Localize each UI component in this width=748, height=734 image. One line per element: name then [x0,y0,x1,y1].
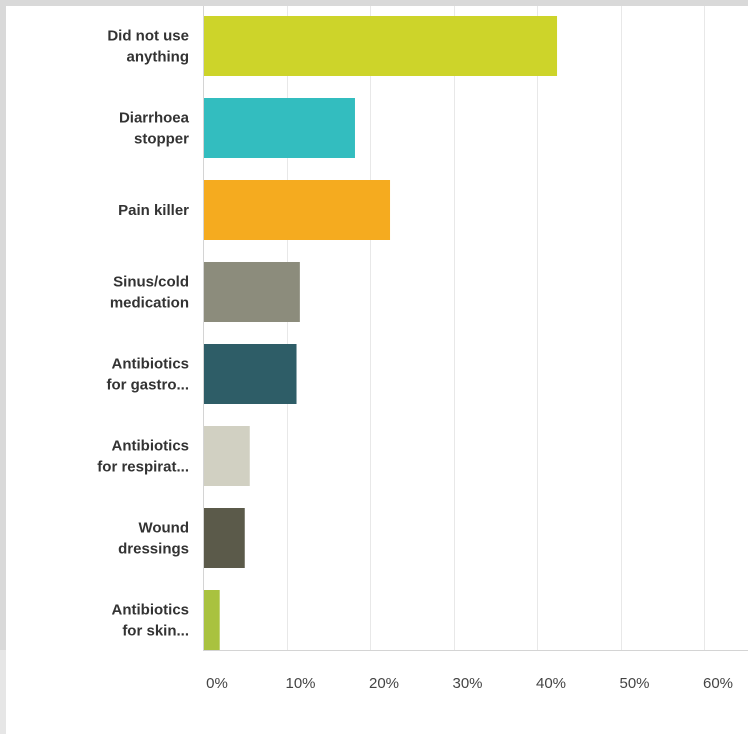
tick-label: 60% [703,675,733,692]
category-label: Sinus/cold [113,274,189,291]
category-label: Wound [138,520,189,537]
category-labels: Did not use anything Diarrhoea stopper Pain … [97,28,189,640]
category-label: stopper [134,131,189,148]
category-label: medication [110,295,189,312]
tick-label: 10% [285,675,315,692]
bar[interactable] [204,344,297,404]
category-label: Diarrhoea [119,110,190,127]
category-label: Antibiotics [112,602,190,619]
category-label: for gastro... [106,377,189,394]
category-label: Antibiotics [112,356,190,373]
tick-label: 20% [369,675,399,692]
bar[interactable] [204,98,355,158]
tick-label: 40% [536,675,566,692]
bar[interactable] [204,180,391,240]
bars [204,16,558,650]
tick-label: 30% [452,675,482,692]
category-label: Pain killer [118,202,189,219]
bar[interactable] [204,590,220,650]
category-label: anything [127,49,190,66]
bar[interactable] [204,262,300,322]
x-axis-ticks: 0% 10% 20% 30% 40% 50% 60% [206,675,733,692]
category-label: dressings [118,541,189,558]
category-label: for skin... [122,623,189,640]
category-label: Antibiotics [112,438,190,455]
category-label: for respirat... [97,459,189,476]
tick-label: 50% [619,675,649,692]
tick-label: 0% [206,675,228,692]
frame-notch [0,650,6,734]
bar[interactable] [204,426,250,486]
category-label: Did not use [107,28,189,45]
bar[interactable] [204,508,245,568]
bar[interactable] [204,16,558,76]
